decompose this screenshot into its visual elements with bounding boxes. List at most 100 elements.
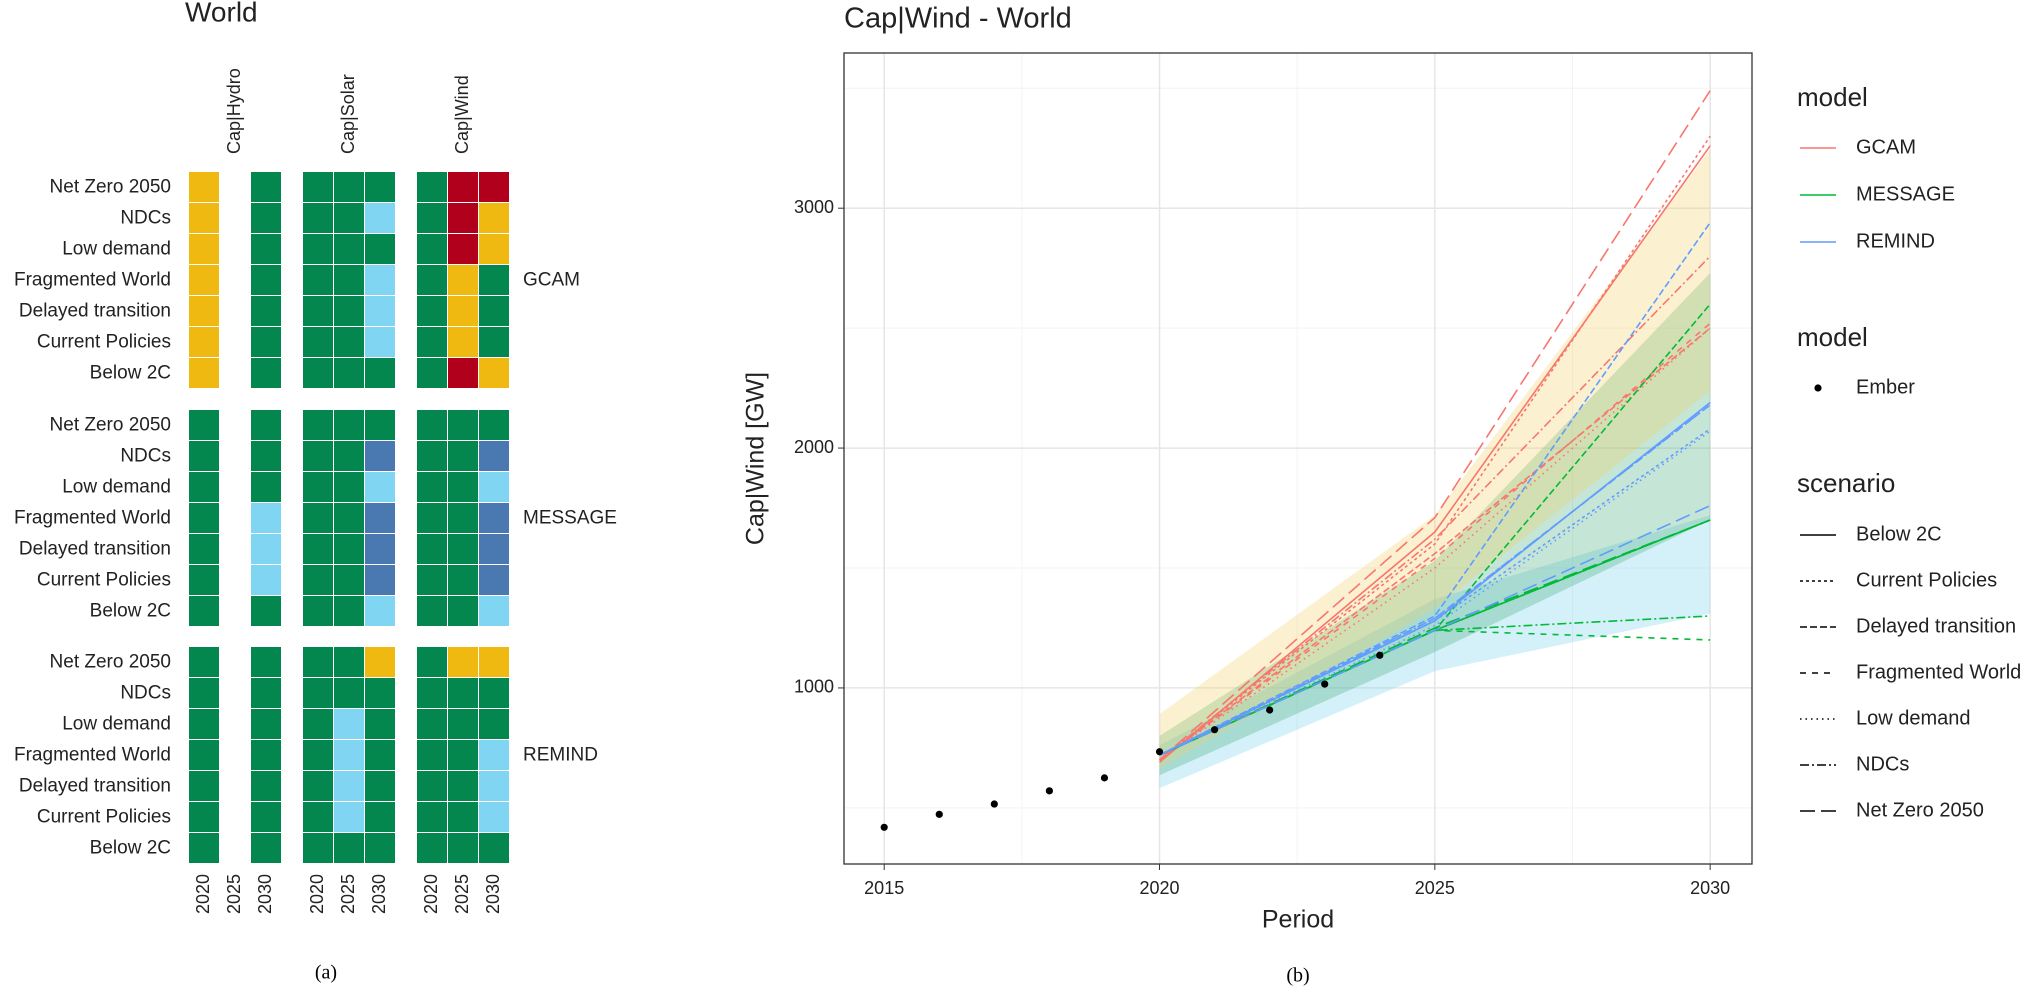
scenario-line [1159, 327, 1711, 761]
row-label: Fragmented World [14, 508, 171, 529]
heat-cell [448, 565, 478, 595]
heat-cell [365, 596, 395, 626]
heat-cell [479, 647, 509, 677]
heat-cell [334, 647, 364, 677]
heat-cell [189, 771, 219, 801]
heat-cell [448, 678, 478, 708]
heat-cell [303, 410, 333, 440]
heat-cell [365, 709, 395, 739]
heat-cell [251, 503, 281, 533]
heat-cell [479, 441, 509, 471]
heat-cell [479, 410, 509, 440]
row-label: NDCs [120, 446, 171, 467]
heat-cell [479, 203, 509, 233]
caption: (b) [1286, 965, 1309, 987]
row-label: Fragmented World [14, 270, 171, 291]
heat-cell [365, 327, 395, 357]
heat-cell [365, 203, 395, 233]
heat-cell [479, 565, 509, 595]
heat-cell [417, 740, 447, 770]
heat-cell [479, 833, 509, 863]
legend-title: model [1797, 322, 1868, 352]
heat-cell [334, 802, 364, 832]
heat-cell [448, 472, 478, 502]
heat-cell [448, 296, 478, 326]
heat-cell [334, 596, 364, 626]
heat-cell [303, 358, 333, 388]
heat-cell [417, 709, 447, 739]
heat-cell [448, 740, 478, 770]
heat-cell [251, 234, 281, 264]
row-label: Net Zero 2050 [50, 415, 171, 436]
ember-point [1045, 787, 1053, 795]
ember-point [880, 823, 888, 831]
heat-cell [251, 203, 281, 233]
heat-cell [251, 678, 281, 708]
heat-cell [479, 296, 509, 326]
heat-cell [334, 709, 364, 739]
row-label: NDCs [120, 683, 171, 704]
year-label: 2030 [369, 874, 389, 914]
heat-cell [417, 771, 447, 801]
year-label: 2030 [483, 874, 503, 914]
heat-cell [334, 441, 364, 471]
scenario-line [1159, 135, 1711, 761]
heat-cell [448, 596, 478, 626]
caption: (a) [315, 962, 337, 984]
row-label: Low demand [62, 239, 171, 260]
heat-cell [448, 441, 478, 471]
x-tick-label: 2030 [1690, 878, 1730, 898]
heat-cell [189, 358, 219, 388]
y-axis-label: Cap|Wind [GW] [742, 372, 770, 545]
range-band [1159, 515, 1711, 789]
heat-cell [448, 327, 478, 357]
heat-cell [479, 740, 509, 770]
row-label: Net Zero 2050 [50, 652, 171, 673]
legend-label: Net Zero 2050 [1856, 799, 1984, 821]
heat-cell [189, 472, 219, 502]
heat-cell [365, 472, 395, 502]
row-label: Current Policies [37, 332, 171, 353]
heat-cell [417, 203, 447, 233]
heat-cell [479, 358, 509, 388]
heat-cell [251, 771, 281, 801]
heat-cell [365, 802, 395, 832]
legend-label: GCAM [1856, 136, 1916, 158]
heat-cell [189, 327, 219, 357]
heat-cell [417, 802, 447, 832]
y-tick-label: 3000 [794, 197, 834, 217]
scenario-line [1159, 519, 1711, 756]
heat-cell [417, 358, 447, 388]
heatmap-title: World [185, 0, 258, 27]
legend-key [1814, 384, 1822, 392]
heat-cell [448, 709, 478, 739]
row-label: Net Zero 2050 [50, 177, 171, 198]
year-label: 2025 [224, 874, 244, 914]
heat-cell [448, 234, 478, 264]
heat-cell [189, 441, 219, 471]
scenario-line [1158, 90, 1711, 761]
column-group-label: Cap|Wind [452, 75, 472, 154]
heat-cell [479, 327, 509, 357]
row-label: Below 2C [90, 363, 171, 384]
heat-cell [303, 234, 333, 264]
heat-cell [189, 740, 219, 770]
heat-cell [365, 503, 395, 533]
heat-cell [334, 172, 364, 202]
heat-cell [448, 358, 478, 388]
heat-cell [303, 833, 333, 863]
year-label: 2020 [193, 874, 213, 914]
heat-cell [417, 327, 447, 357]
model-label: REMIND [523, 745, 598, 766]
heat-cell [334, 678, 364, 708]
heat-cell [189, 709, 219, 739]
heat-cell [251, 596, 281, 626]
heat-cell [365, 771, 395, 801]
ember-point [1321, 680, 1329, 688]
scenario-line [1159, 430, 1711, 756]
heat-cell [189, 503, 219, 533]
heat-cell [334, 503, 364, 533]
heat-cell [189, 596, 219, 626]
